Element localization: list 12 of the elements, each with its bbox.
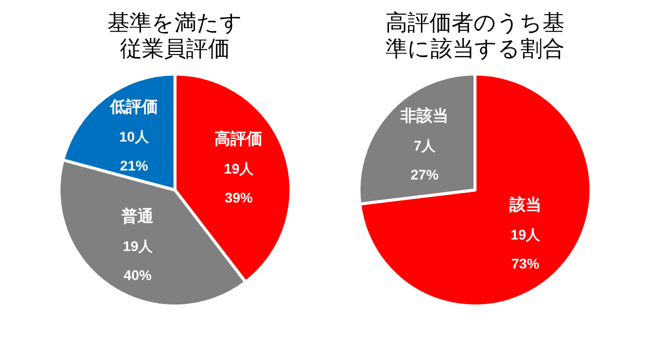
- slice-label: 高評価: [214, 128, 263, 148]
- slice-label: 該当: [508, 195, 542, 214]
- data-label: 7人 27%: [410, 137, 440, 182]
- data-label: 19人 39%: [224, 160, 254, 206]
- chart-title: 基準を満たす従業員評価: [108, 10, 242, 61]
- slice-label: 非該当: [400, 106, 449, 125]
- data-label: 19人 73%: [510, 226, 542, 272]
- chart-title: 高評価者のうち基準に該当する割合: [386, 10, 564, 61]
- slice-label: 低評価: [109, 98, 158, 116]
- data-label: 10人 21%: [119, 128, 150, 174]
- data-label: 19人 40%: [122, 238, 154, 283]
- slice-label: 普通: [120, 206, 155, 226]
